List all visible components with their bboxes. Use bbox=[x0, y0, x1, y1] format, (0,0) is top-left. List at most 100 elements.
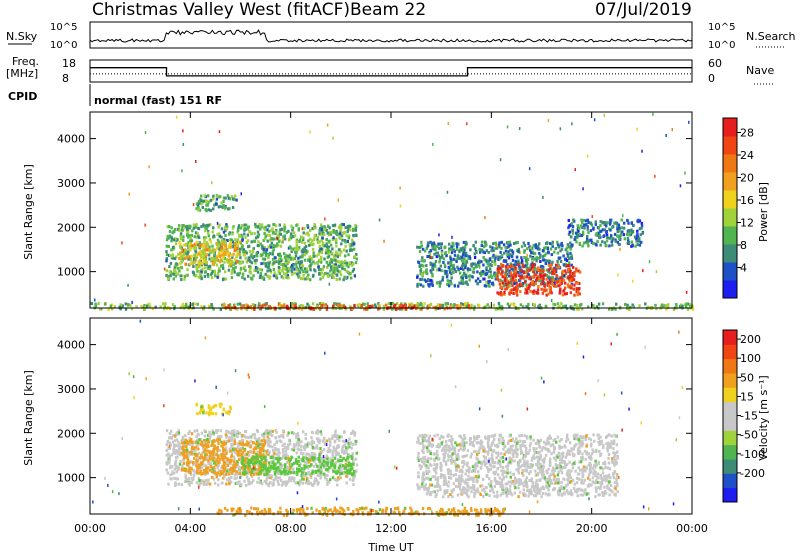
data-cell bbox=[352, 234, 355, 238]
noise-point bbox=[181, 169, 183, 173]
data-cell bbox=[169, 473, 172, 477]
data-cell bbox=[535, 291, 538, 295]
data-cell bbox=[462, 271, 466, 275]
data-cell bbox=[431, 274, 434, 278]
data-cell bbox=[217, 463, 220, 467]
data-cell bbox=[592, 242, 595, 245]
data-cell bbox=[265, 307, 268, 311]
data-cell bbox=[197, 275, 201, 279]
data-cell bbox=[268, 234, 272, 237]
data-cell bbox=[321, 230, 324, 234]
data-cell bbox=[417, 282, 421, 286]
data-cell bbox=[557, 284, 560, 288]
data-cell bbox=[577, 307, 580, 311]
data-cell bbox=[307, 442, 311, 446]
data-cell bbox=[423, 302, 426, 305]
data-cell bbox=[504, 287, 507, 291]
data-cell bbox=[342, 248, 346, 252]
data-cell bbox=[262, 470, 266, 474]
data-cell bbox=[577, 229, 580, 233]
data-cell bbox=[341, 450, 344, 454]
data-cell bbox=[340, 225, 343, 229]
data-cell bbox=[431, 266, 434, 270]
data-cell bbox=[323, 228, 326, 231]
data-cell bbox=[307, 458, 310, 462]
noise-point bbox=[309, 130, 311, 134]
data-cell bbox=[324, 251, 328, 255]
data-cell bbox=[283, 252, 286, 256]
data-cell bbox=[483, 258, 486, 262]
data-cell bbox=[219, 308, 222, 311]
data-cell bbox=[365, 307, 368, 311]
data-cell bbox=[200, 431, 204, 435]
data-cell bbox=[526, 291, 529, 295]
data-cell bbox=[211, 470, 214, 474]
data-cell bbox=[195, 202, 199, 206]
data-cell bbox=[492, 303, 496, 307]
data-cell bbox=[514, 278, 518, 282]
data-cell bbox=[523, 243, 527, 247]
data-cell bbox=[475, 251, 478, 255]
data-cell bbox=[323, 437, 326, 441]
data-cell bbox=[217, 483, 220, 487]
data-cell bbox=[567, 268, 570, 272]
data-cell bbox=[204, 229, 207, 233]
data-cell bbox=[340, 250, 343, 254]
data-cell bbox=[434, 260, 438, 264]
data-cell bbox=[555, 274, 558, 278]
data-cell bbox=[272, 478, 275, 482]
data-cell bbox=[222, 204, 225, 208]
data-cell bbox=[323, 442, 327, 446]
data-cell bbox=[216, 449, 219, 453]
data-cell bbox=[539, 268, 542, 272]
data-cell bbox=[295, 433, 298, 436]
data-cell bbox=[556, 243, 560, 247]
data-cell bbox=[206, 273, 209, 276]
data-cell bbox=[168, 458, 171, 462]
data-cell bbox=[236, 482, 239, 485]
data-cell bbox=[193, 473, 196, 477]
data-cell bbox=[435, 255, 438, 259]
data-cell bbox=[358, 302, 361, 306]
data-cell bbox=[472, 270, 476, 274]
noise-point bbox=[574, 168, 576, 172]
data-cell bbox=[569, 305, 572, 309]
data-cell bbox=[185, 225, 189, 229]
data-cell bbox=[243, 265, 246, 269]
data-cell bbox=[315, 444, 319, 448]
data-cell bbox=[242, 253, 246, 257]
data-cell bbox=[200, 225, 203, 228]
data-cell bbox=[201, 451, 204, 455]
data-cell bbox=[345, 249, 348, 253]
data-cell bbox=[342, 232, 345, 235]
data-cell bbox=[490, 282, 494, 286]
data-cell bbox=[256, 254, 259, 258]
data-cell bbox=[295, 460, 298, 464]
data-cell bbox=[238, 480, 241, 484]
data-cell bbox=[545, 241, 548, 245]
data-cell bbox=[322, 241, 325, 245]
data-cell bbox=[283, 454, 287, 458]
data-cell bbox=[526, 285, 529, 289]
data-cell bbox=[254, 225, 257, 229]
data-cell bbox=[533, 302, 536, 306]
data-cell bbox=[249, 435, 252, 439]
data-cell bbox=[335, 229, 338, 233]
data-cell bbox=[320, 255, 323, 259]
data-cell bbox=[271, 445, 274, 449]
data-cell bbox=[429, 262, 432, 266]
data-cell bbox=[248, 230, 251, 234]
data-cell bbox=[331, 459, 334, 462]
data-cell bbox=[623, 237, 626, 241]
data-cell bbox=[277, 262, 281, 265]
data-cell bbox=[257, 472, 261, 476]
data-cell bbox=[452, 241, 455, 245]
data-cell bbox=[218, 448, 222, 452]
data-cell bbox=[234, 242, 237, 245]
data-cell bbox=[266, 256, 270, 260]
data-cell bbox=[445, 275, 449, 279]
data-cell bbox=[167, 277, 170, 281]
data-cell bbox=[442, 261, 445, 264]
data-cell bbox=[185, 273, 188, 277]
data-cell bbox=[448, 242, 451, 246]
